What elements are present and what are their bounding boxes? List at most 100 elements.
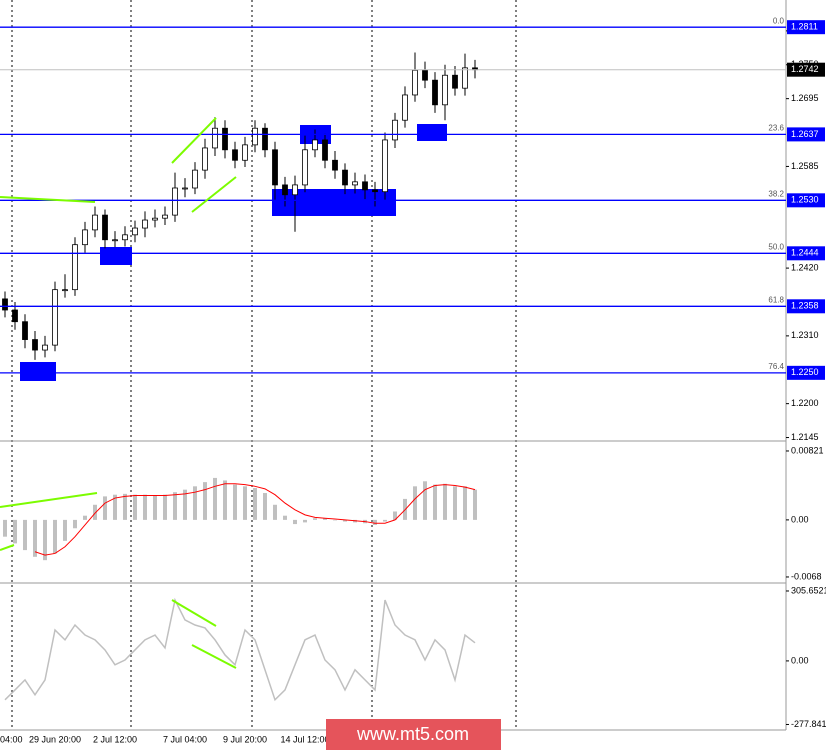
y-tick-label: 305.6521 xyxy=(791,585,826,595)
zone xyxy=(417,124,447,141)
watermark: www.mt5.com xyxy=(326,719,501,750)
histogram-bar xyxy=(283,515,287,520)
histogram-bar xyxy=(173,492,177,520)
histogram-bar xyxy=(103,496,107,520)
histogram-bar xyxy=(33,519,37,557)
histogram-bar xyxy=(203,482,207,520)
candle-body xyxy=(362,181,368,191)
candle-body xyxy=(82,229,88,246)
histogram-bar xyxy=(343,519,347,522)
y-tick-label: 1.2585 xyxy=(791,161,819,171)
y-tick-label: 0.00 xyxy=(791,655,809,665)
candle-body xyxy=(282,184,288,196)
fib-price-label: 1.2358 xyxy=(791,301,819,311)
y-tick-label: 1.2145 xyxy=(791,432,819,442)
signal-line xyxy=(34,483,476,556)
histogram-bar xyxy=(93,504,97,520)
histogram-bar xyxy=(133,494,137,520)
candle-body xyxy=(72,244,78,291)
histogram-bar xyxy=(43,519,47,561)
x-tick-label: 14 Jul 12:00 xyxy=(280,734,329,744)
x-tick-label: 9 Jul 20:00 xyxy=(223,734,267,744)
histogram-bar xyxy=(83,515,87,520)
y-tick-label: 0.00821 xyxy=(791,445,824,455)
last-price-label: 1.2742 xyxy=(791,64,819,74)
fib-ratio: 76.4 xyxy=(768,362,784,371)
histogram-bar xyxy=(73,519,77,529)
watermark-box xyxy=(326,719,501,750)
histogram-bar xyxy=(213,477,217,520)
trend-line xyxy=(0,196,96,203)
candle-body xyxy=(462,67,468,89)
overlay: 04:00 29 Jun 20:00 2 Jul 12:00 7 Jul 04:00 9… xyxy=(0,16,825,744)
fib-price-box xyxy=(787,127,825,142)
histogram-bar xyxy=(183,489,187,520)
y-tick-label: 0.00 xyxy=(791,514,809,524)
histogram-bar xyxy=(253,487,257,520)
histogram-bar xyxy=(293,519,297,525)
histogram-bar xyxy=(223,480,227,520)
candle-body xyxy=(312,139,318,151)
histogram-bar xyxy=(193,486,197,520)
histogram-bar xyxy=(273,504,277,520)
candle-body xyxy=(422,69,428,81)
fib-ratio: 50.0 xyxy=(768,242,784,251)
histogram-bar xyxy=(123,493,127,520)
candle-body xyxy=(192,169,198,189)
candle-body xyxy=(12,309,18,323)
y-tick-label: -277.841 xyxy=(791,719,826,729)
x-tick-label: 29 Jun 20:00 xyxy=(29,734,81,744)
y-tick-label: 1.2695 xyxy=(791,93,819,103)
candle-body xyxy=(162,214,168,219)
zone xyxy=(100,247,132,265)
histogram-bar xyxy=(393,511,397,520)
trend-line xyxy=(191,644,237,669)
marks: 1.28051.27501.26951.25851.24201.23101.22… xyxy=(0,25,826,729)
candle-body xyxy=(152,217,158,221)
histogram-bar xyxy=(3,519,7,537)
candle-body xyxy=(432,79,438,106)
fib-price-box xyxy=(787,20,825,35)
histogram-bar xyxy=(453,486,457,520)
fib-price-label: 1.2530 xyxy=(791,195,819,205)
histogram-bar xyxy=(473,489,477,520)
candle-body xyxy=(92,214,98,231)
indicator-line xyxy=(4,597,476,702)
y-tick-label: 1.2310 xyxy=(791,330,819,340)
candle-body xyxy=(332,159,338,171)
fib-ratio: 23.6 xyxy=(768,124,784,133)
histogram-bar xyxy=(63,519,67,541)
candle-body xyxy=(292,184,298,196)
candle-body xyxy=(102,214,108,241)
histogram-bar xyxy=(413,486,417,520)
histogram-bar xyxy=(303,519,307,523)
candle-body xyxy=(202,147,208,171)
candle-body xyxy=(132,227,138,236)
fib-price-box xyxy=(787,246,825,261)
histogram-bar xyxy=(53,519,57,554)
fib-ratio: 61.8 xyxy=(768,295,784,304)
trend-line xyxy=(0,544,15,551)
candle-body xyxy=(252,127,258,146)
candle-body xyxy=(382,139,388,193)
histogram-bar xyxy=(323,518,327,520)
histogram-bar xyxy=(23,519,27,551)
candle-body xyxy=(372,189,378,193)
candle-body xyxy=(352,181,358,186)
x-tick-label: 2 Jul 12:00 xyxy=(93,734,137,744)
candle-body xyxy=(222,127,228,151)
candle-body xyxy=(62,289,68,292)
candle-body xyxy=(442,74,448,106)
fib-price-box xyxy=(787,299,825,314)
histogram-bar xyxy=(243,486,247,520)
candle-body xyxy=(112,239,118,242)
candle-body xyxy=(242,144,248,161)
candle-body xyxy=(22,321,28,340)
candle-body xyxy=(302,149,308,186)
fib-price-label: 1.2811 xyxy=(791,22,818,32)
candle-body xyxy=(172,187,178,216)
trend-line xyxy=(171,599,217,627)
histogram-bar xyxy=(153,495,157,520)
candle-body xyxy=(452,74,458,89)
